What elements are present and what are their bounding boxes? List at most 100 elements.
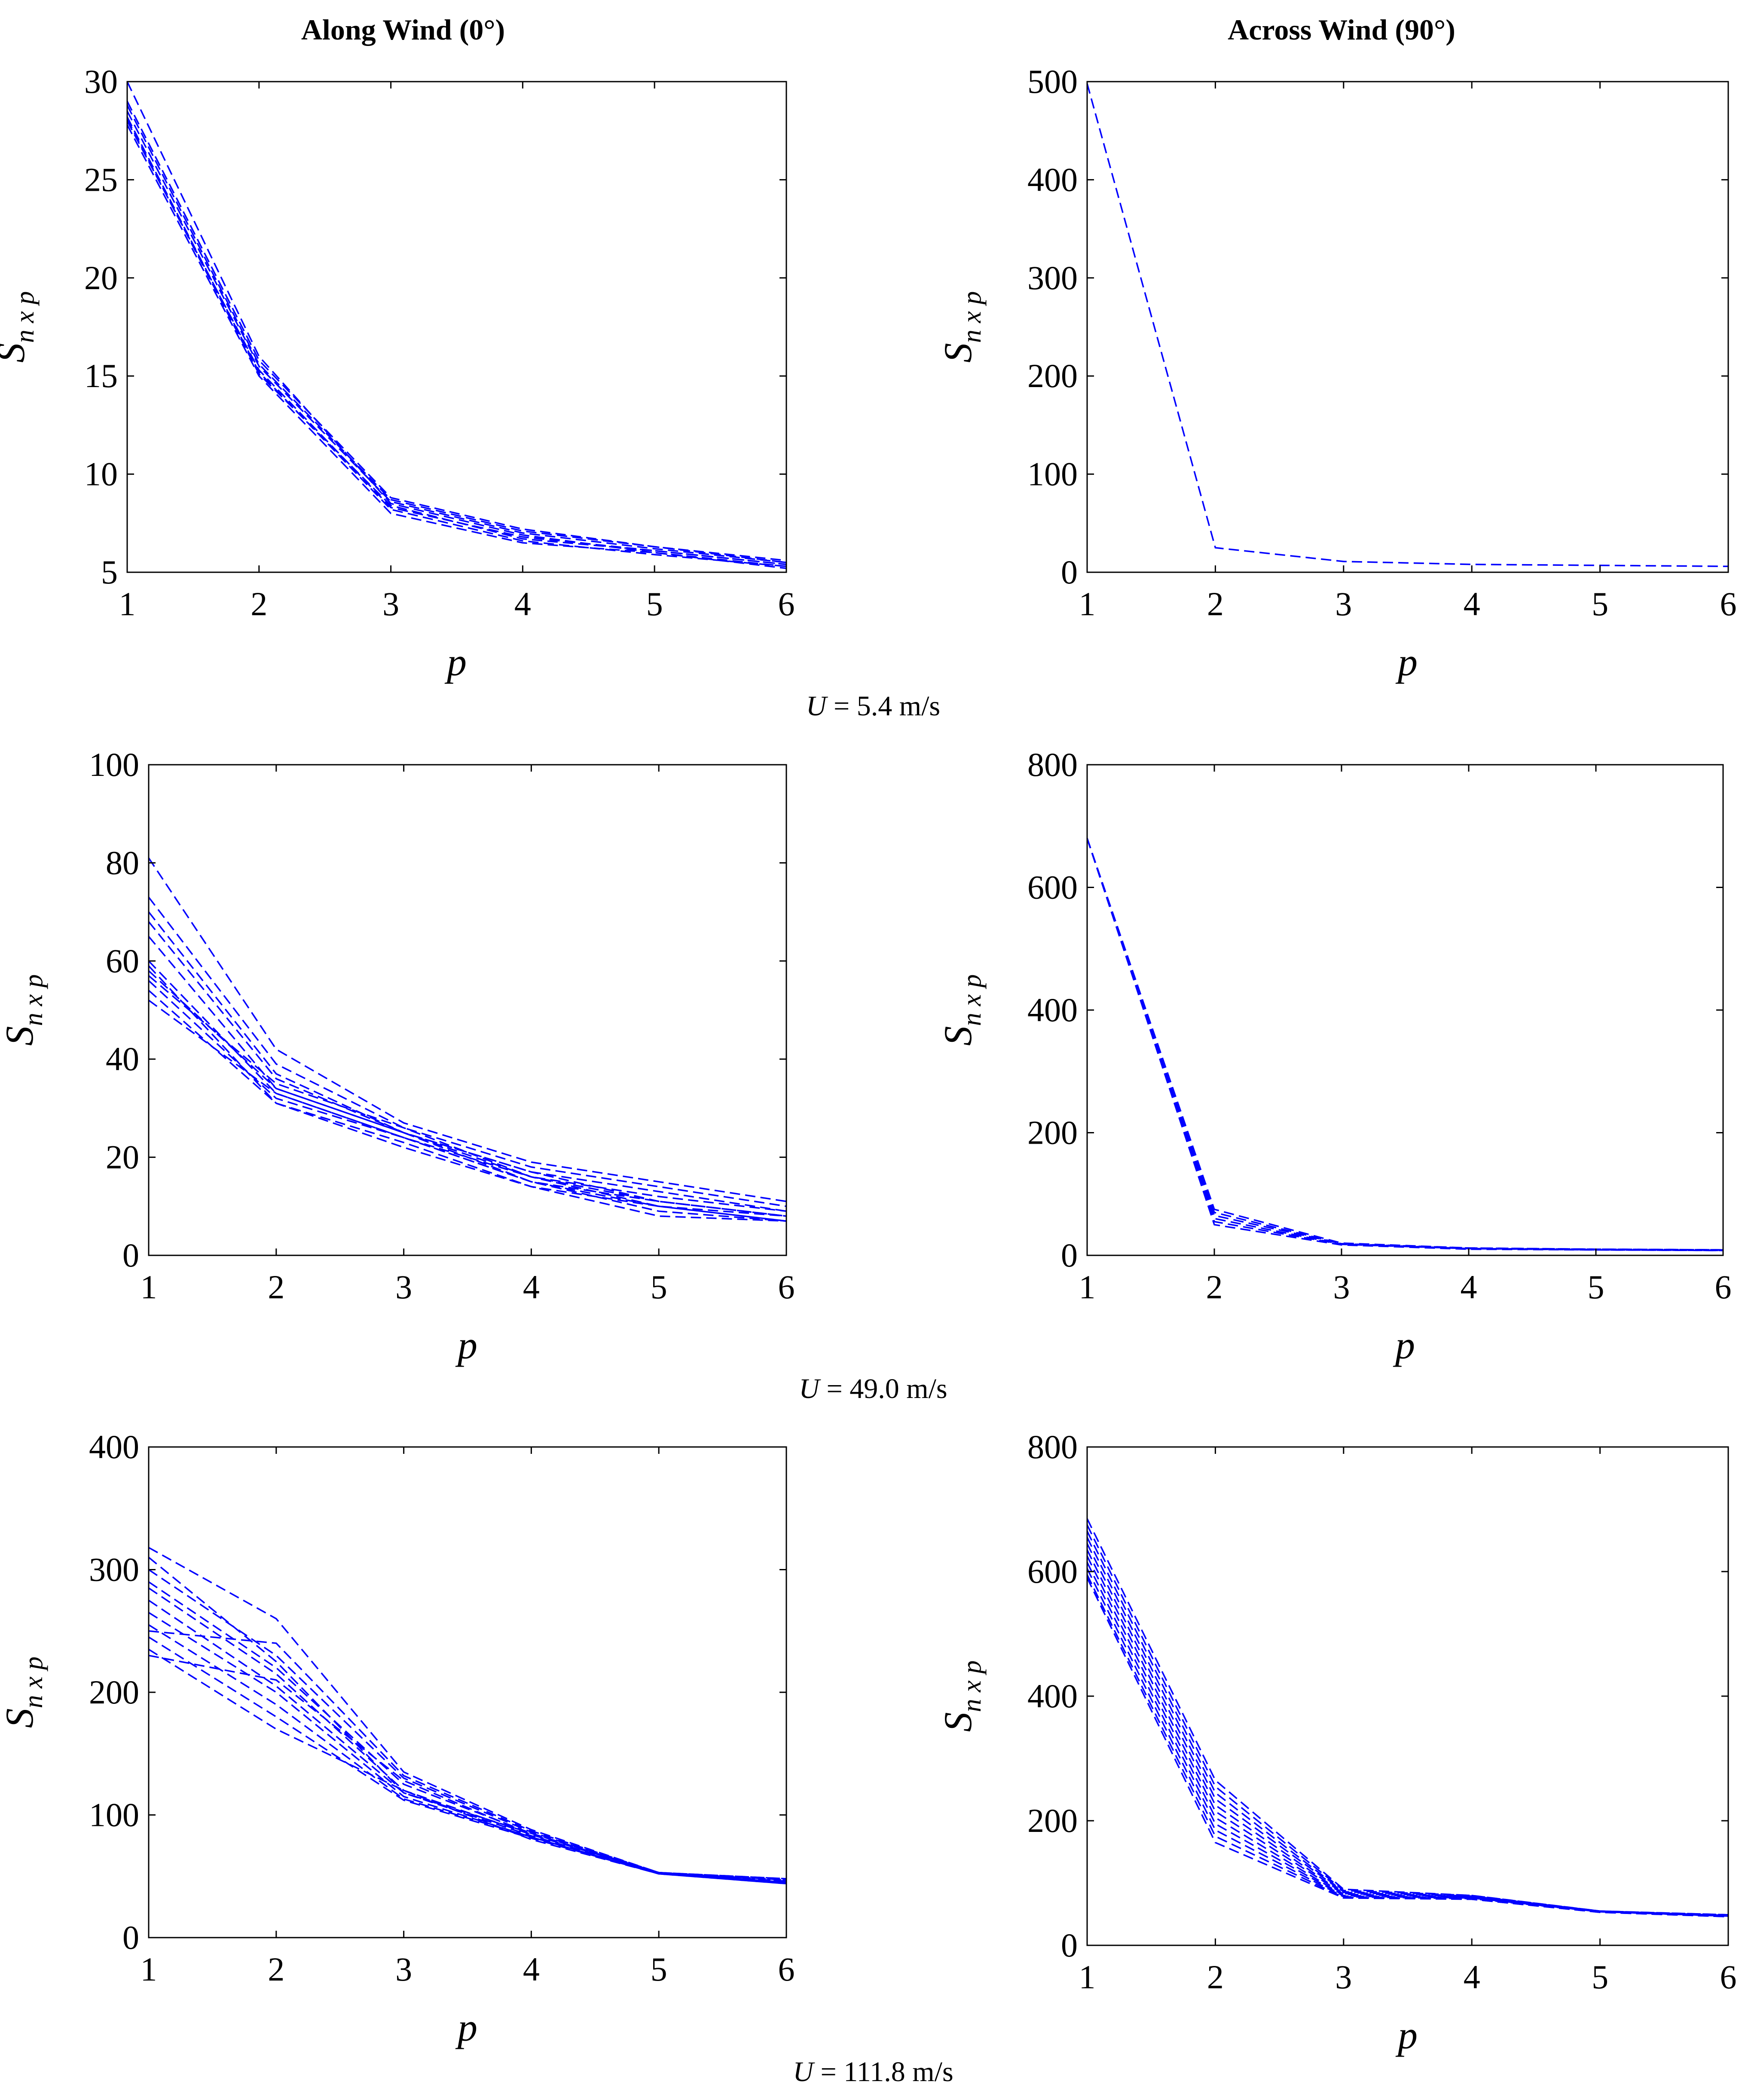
panel-across-111.8: 1 2 3 4 5 6 0 200 400 600 800 p Sn x p xyxy=(936,1428,1737,2057)
y-axis-label: Sn x p xyxy=(936,291,987,363)
series-line-2 xyxy=(148,911,787,1212)
y-tick-label: 800 xyxy=(1027,746,1078,783)
y-axis-label-subscript: n x p xyxy=(957,291,987,343)
y-axis-label-main: S xyxy=(936,1712,980,1732)
x-tick-label: 4 xyxy=(1461,1268,1477,1306)
x-tick-label: 4 xyxy=(514,585,531,623)
series-line-0 xyxy=(1086,83,1729,568)
y-tick-label: 0 xyxy=(1061,1926,1078,1964)
x-tick-label: 2 xyxy=(268,1268,284,1306)
series-line-10 xyxy=(148,965,787,1222)
x-tick-label: 5 xyxy=(1592,1958,1608,1996)
x-tick-label: 6 xyxy=(778,1950,795,1988)
series-line-1 xyxy=(1086,1524,1729,1916)
series-line-2 xyxy=(148,1581,787,1882)
y-tick-label: 300 xyxy=(1027,259,1078,296)
y-axis-label: Sn x p xyxy=(0,974,48,1046)
y-tick-label: 400 xyxy=(1027,161,1078,198)
axes-frame xyxy=(148,1446,787,1938)
series-line-2 xyxy=(126,101,787,562)
row-label-speed-1: U = 5.4 m/s xyxy=(701,690,1045,723)
y-tick-label: 600 xyxy=(1027,869,1078,906)
series-line-7 xyxy=(126,118,787,565)
y-axis-label-main: S xyxy=(936,343,980,363)
x-tick-label: 1 xyxy=(1079,1268,1096,1306)
x-tick-label: 1 xyxy=(119,585,136,623)
y-tick-label: 5 xyxy=(101,553,118,591)
x-tick-label: 6 xyxy=(778,1268,795,1306)
y-tick-label: 600 xyxy=(1027,1553,1078,1590)
axes-frame xyxy=(148,764,787,1256)
series-line-8 xyxy=(1086,1568,1729,1917)
series-line-4 xyxy=(1086,838,1724,1251)
y-tick-label: 0 xyxy=(1061,1236,1078,1274)
y-axis-label-subscript: n x p xyxy=(10,291,40,343)
series-line-0 xyxy=(1086,838,1724,1251)
y-axis-label: Sn x p xyxy=(936,974,987,1046)
y-axis-label-main: S xyxy=(0,1026,41,1046)
x-tick-label: 6 xyxy=(1720,1958,1737,1996)
y-axis-label-main: S xyxy=(0,1708,41,1728)
y-tick-label: 500 xyxy=(1027,63,1078,100)
series-line-5 xyxy=(148,1612,787,1883)
x-tick-label: 5 xyxy=(651,1268,667,1306)
series-line-4 xyxy=(148,960,787,1217)
y-tick-label: 300 xyxy=(89,1551,139,1588)
x-tick-label: 4 xyxy=(1464,1958,1480,1996)
x-tick-label: 1 xyxy=(141,1268,157,1306)
x-tick-label: 4 xyxy=(1464,585,1480,623)
series-line-10 xyxy=(148,1557,787,1881)
series-line-6 xyxy=(148,980,787,1217)
x-tick-label: 4 xyxy=(523,1268,540,1306)
series-line-9 xyxy=(148,975,787,1217)
series-line-1 xyxy=(148,1569,787,1881)
x-tick-label: 2 xyxy=(1207,585,1224,623)
series-line-4 xyxy=(148,1599,787,1883)
y-tick-label: 100 xyxy=(1027,455,1078,493)
x-tick-label: 6 xyxy=(1720,585,1737,623)
y-axis-label: Sn x p xyxy=(0,1657,48,1728)
y-tick-label: 40 xyxy=(106,1040,139,1077)
series-line-8 xyxy=(148,1648,787,1885)
x-tick-label: 3 xyxy=(1335,585,1352,623)
x-tick-label: 6 xyxy=(1715,1268,1732,1306)
series-line-11 xyxy=(148,1630,787,1880)
x-tick-label: 1 xyxy=(1079,1958,1096,1996)
series-line-7 xyxy=(148,989,787,1222)
y-tick-label: 0 xyxy=(122,1236,139,1274)
y-tick-label: 80 xyxy=(106,844,139,881)
y-tick-label: 800 xyxy=(1027,1428,1078,1465)
x-axis-label: p xyxy=(455,1323,477,1367)
y-tick-label: 400 xyxy=(89,1428,139,1465)
series-line-5 xyxy=(1086,838,1724,1251)
y-tick-label: 200 xyxy=(1027,1114,1078,1151)
series-line-3 xyxy=(126,124,787,568)
series-line-3 xyxy=(148,921,787,1212)
panel-along-111.8: 1 2 3 4 5 6 0 100 200 300 400 p Sn x p xyxy=(0,1428,795,2049)
series-line-4 xyxy=(1086,1543,1729,1917)
panel-along-5.4: 1 2 3 4 5 6 5 10 15 20 25 30 p Sn x p xyxy=(0,63,795,684)
row-label-variable: U xyxy=(806,690,827,722)
series-line-0 xyxy=(148,858,787,1203)
x-tick-label: 3 xyxy=(382,585,399,623)
x-axis-label: p xyxy=(455,2005,477,2049)
x-tick-label: 1 xyxy=(1079,585,1096,623)
series-line-6 xyxy=(1086,1556,1729,1917)
series-line-2 xyxy=(1086,838,1724,1251)
series-line-6 xyxy=(148,1624,787,1883)
y-axis-label-subscript: n x p xyxy=(19,974,48,1026)
x-tick-label: 3 xyxy=(1335,1958,1352,1996)
series-line-10 xyxy=(1086,1577,1729,1918)
y-tick-label: 10 xyxy=(84,455,118,493)
y-axis-label: Sn x p xyxy=(936,1660,987,1732)
series-line-0 xyxy=(148,1547,787,1880)
axes-frame xyxy=(1086,764,1724,1256)
panel-across-5.4: 1 2 3 4 5 6 0 100 200 300 400 500 p Sn x p xyxy=(936,63,1737,684)
series-line-6 xyxy=(126,105,787,563)
y-tick-label: 60 xyxy=(106,942,139,980)
x-tick-label: 5 xyxy=(1592,585,1608,623)
x-tick-label: 5 xyxy=(1588,1268,1604,1306)
